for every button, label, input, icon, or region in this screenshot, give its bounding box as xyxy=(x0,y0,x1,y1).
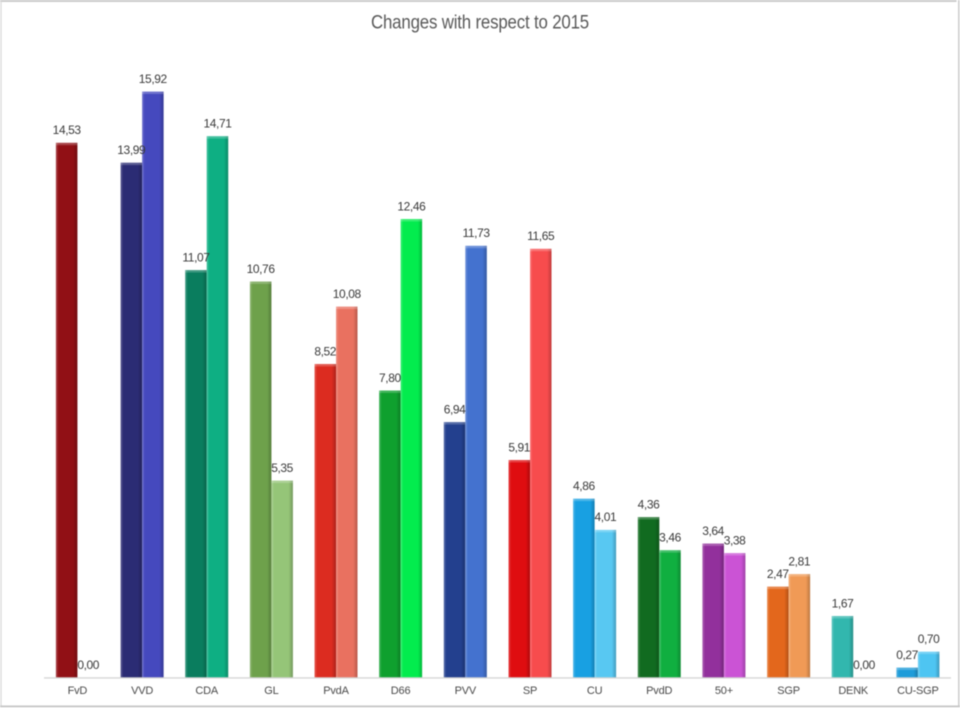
svg-text:CDA: CDA xyxy=(195,685,218,697)
svg-text:11,07: 11,07 xyxy=(182,250,210,264)
svg-text:15,92: 15,92 xyxy=(139,72,168,86)
svg-text:GL: GL xyxy=(264,685,278,697)
svg-text:PVV: PVV xyxy=(455,685,477,697)
svg-text:SGP: SGP xyxy=(777,685,800,697)
svg-text:10,76: 10,76 xyxy=(247,262,276,276)
svg-text:SP: SP xyxy=(523,685,537,697)
svg-text:0,00: 0,00 xyxy=(77,658,99,672)
svg-text:PvdA: PvdA xyxy=(323,685,349,697)
svg-text:PvdD: PvdD xyxy=(646,685,672,697)
svg-text:5,91: 5,91 xyxy=(508,440,530,454)
svg-text:FvD: FvD xyxy=(68,685,88,697)
svg-text:D66: D66 xyxy=(391,685,411,697)
svg-text:10,08: 10,08 xyxy=(333,287,362,301)
svg-text:CU: CU xyxy=(587,685,603,697)
svg-text:3,46: 3,46 xyxy=(659,531,681,545)
svg-text:3,38: 3,38 xyxy=(724,533,746,547)
svg-text:DENK: DENK xyxy=(838,685,869,697)
svg-text:13,99: 13,99 xyxy=(117,143,146,157)
svg-text:2,81: 2,81 xyxy=(788,554,810,568)
svg-text:0,00: 0,00 xyxy=(853,658,875,672)
svg-text:14,71: 14,71 xyxy=(203,117,232,131)
svg-text:1,67: 1,67 xyxy=(832,596,854,610)
svg-text:0,27: 0,27 xyxy=(896,648,918,662)
svg-text:2,47: 2,47 xyxy=(767,567,789,581)
svg-text:7,80: 7,80 xyxy=(379,371,401,385)
svg-text:11,65: 11,65 xyxy=(527,229,555,243)
svg-text:50+: 50+ xyxy=(715,685,733,697)
svg-text:VVD: VVD xyxy=(131,685,153,697)
svg-text:11,73: 11,73 xyxy=(463,226,491,240)
svg-text:3,64: 3,64 xyxy=(702,524,724,538)
svg-text:4,01: 4,01 xyxy=(595,510,617,524)
svg-text:4,86: 4,86 xyxy=(573,479,595,493)
svg-text:12,46: 12,46 xyxy=(397,199,426,213)
svg-text:6,94: 6,94 xyxy=(444,402,466,416)
svg-text:4,36: 4,36 xyxy=(638,497,660,511)
svg-text:0,70: 0,70 xyxy=(918,632,940,646)
svg-text:Changes with respect to 2015: Changes with respect to 2015 xyxy=(371,12,589,34)
svg-text:14,53: 14,53 xyxy=(53,123,82,137)
svg-text:8,52: 8,52 xyxy=(314,344,336,358)
svg-text:5,35: 5,35 xyxy=(271,461,293,475)
svg-text:CU-SGP: CU-SGP xyxy=(897,685,939,697)
